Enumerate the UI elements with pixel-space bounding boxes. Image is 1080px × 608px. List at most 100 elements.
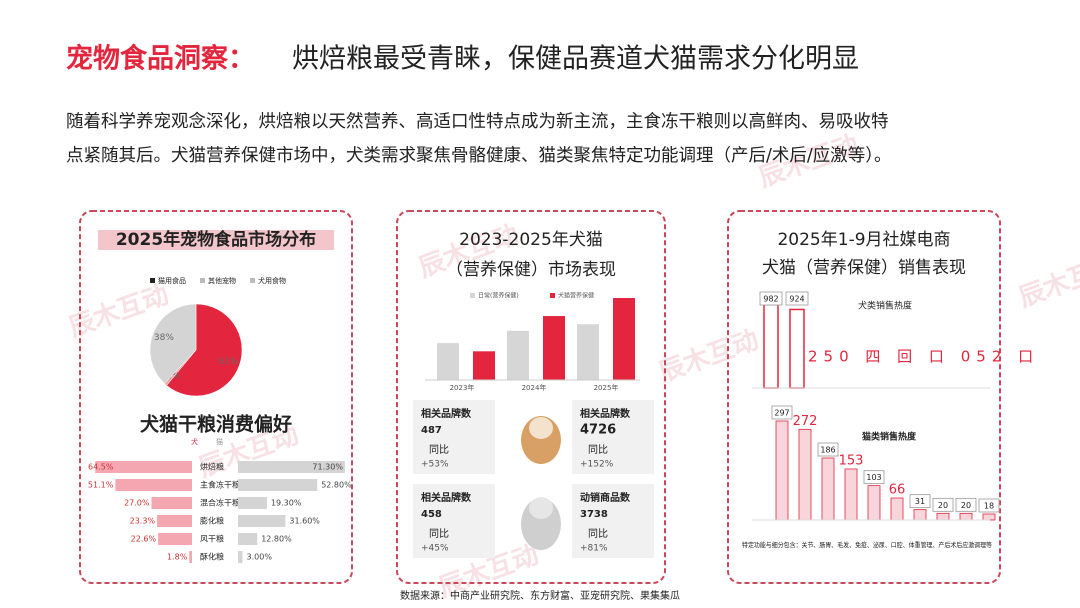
bar <box>473 351 495 380</box>
bar <box>798 428 812 521</box>
bar <box>238 515 286 527</box>
value-label: 23.3% <box>130 517 156 526</box>
bar <box>982 513 996 521</box>
value-label: 153 <box>839 454 864 469</box>
value-label: 22.6% <box>131 535 157 544</box>
stat-change-label: 同比 <box>429 528 449 540</box>
label-box <box>978 498 1000 513</box>
cat-icon <box>529 497 553 519</box>
bar <box>844 468 858 521</box>
pie-label: 61% <box>218 357 238 367</box>
value-label: 18 <box>984 502 994 511</box>
card <box>79 210 353 584</box>
legend-label: 其他宠物 <box>208 276 236 285</box>
series-label: 犬类销售热度 <box>858 300 912 312</box>
bar <box>789 308 805 389</box>
value-label: 3.00% <box>247 553 273 562</box>
label-box <box>909 494 931 509</box>
note: 250 四 回 口 052 口 <box>808 348 1039 366</box>
card <box>727 210 1001 584</box>
legend-label: 猫 <box>216 437 223 446</box>
legend-swatch <box>150 278 155 283</box>
stat-change-label: 同比 <box>429 444 449 456</box>
bar <box>867 485 881 521</box>
bar <box>821 457 835 521</box>
card-title: （营养保健）市场表现 <box>446 260 616 280</box>
bar <box>763 303 779 389</box>
bar <box>95 461 192 473</box>
legend-label: 日常(营养保健) <box>478 292 519 300</box>
bar <box>238 551 243 563</box>
value-label: 272 <box>793 414 818 429</box>
card-title: 2025年宠物食品市场分布 <box>116 229 316 250</box>
x-tick-label: 2024年 <box>522 383 547 392</box>
label-box <box>817 442 839 457</box>
bar <box>151 497 192 509</box>
category-label: 主食冻干粮 <box>200 480 240 490</box>
bar <box>936 512 950 521</box>
value-label: 186 <box>820 446 835 455</box>
bar <box>238 497 267 509</box>
stat-change: +152% <box>580 460 614 470</box>
value-label: 297 <box>774 409 789 418</box>
legend-label: 犬用食物 <box>258 276 286 285</box>
stat-box <box>413 400 495 474</box>
bar <box>437 343 459 380</box>
card-title: 2025年1-9月社媒电商 <box>777 230 950 250</box>
stat-label: 相关品牌数 <box>421 407 472 420</box>
category-label: 膨化粮 <box>200 516 224 526</box>
bar <box>775 420 789 521</box>
category-label: 风干粮 <box>200 534 224 544</box>
value-label: 64.5% <box>88 463 114 472</box>
value-label: 19.30% <box>271 499 302 508</box>
stat-label: 相关品牌数 <box>580 407 631 420</box>
value-label: 982 <box>763 295 778 304</box>
label-box <box>771 405 793 420</box>
title-prefix: 宠物食品洞察： <box>66 43 255 75</box>
bar <box>577 324 599 380</box>
legend-swatch <box>250 278 255 283</box>
pie-label: 38% <box>154 333 174 343</box>
category-label: 烘焙粮 <box>200 462 224 472</box>
value-label: 66 <box>889 483 906 498</box>
watermark: 辰木互动 <box>1015 250 1080 314</box>
dog-icon <box>529 417 553 439</box>
legend-swatch <box>200 278 205 283</box>
stat-value: 487 <box>421 425 442 436</box>
stat-value: 458 <box>421 509 442 520</box>
footnote: 特定功能与细分包含：关节、肠胃、毛发、免疫、泌尿、口腔、体重管理、产后术后应激调… <box>742 540 992 549</box>
legend-label: 犬猫营养保健 <box>558 292 594 300</box>
stat-value: 4726 <box>580 423 616 438</box>
card-title: 犬猫（营养保健）销售表现 <box>762 258 966 278</box>
bar <box>238 479 318 491</box>
label-box <box>759 291 783 306</box>
card <box>396 210 666 584</box>
label-box <box>863 470 885 485</box>
value-label: 1.8% <box>167 553 188 562</box>
bar <box>890 497 904 521</box>
x-tick-label: 2023年 <box>450 383 475 392</box>
title-highlight <box>98 230 334 250</box>
bar <box>158 533 192 545</box>
pie-label: 1% <box>166 371 181 381</box>
label-box <box>932 497 954 512</box>
legend-label: 猫用食品 <box>158 276 186 285</box>
series-label: 猫类销售热度 <box>862 431 917 443</box>
value-label: 20 <box>938 501 948 510</box>
x-tick-label: 2025年 <box>594 383 619 392</box>
source: 数据来源：中商产业研究院、东方财富、亚宠研究院、果集集瓜 <box>400 589 680 602</box>
value-label: 51.1% <box>88 481 114 490</box>
stat-value: 3738 <box>580 509 608 520</box>
value-label: 924 <box>789 295 804 304</box>
category-label: 混合冻干粮 <box>200 498 240 508</box>
legend-label: 犬 <box>191 437 198 446</box>
bar <box>238 461 345 473</box>
value-label: 71.30% <box>312 463 343 472</box>
label-box <box>785 291 809 306</box>
value-label: 12.80% <box>261 535 292 544</box>
intro-line: 点紧随其后。犬猫营养保健市场中，犬类需求聚焦骨骼健康、猫类聚焦特定功能调理（产后… <box>66 146 892 166</box>
stat-change-label: 同比 <box>588 528 608 540</box>
stat-label: 相关品牌数 <box>421 491 472 504</box>
